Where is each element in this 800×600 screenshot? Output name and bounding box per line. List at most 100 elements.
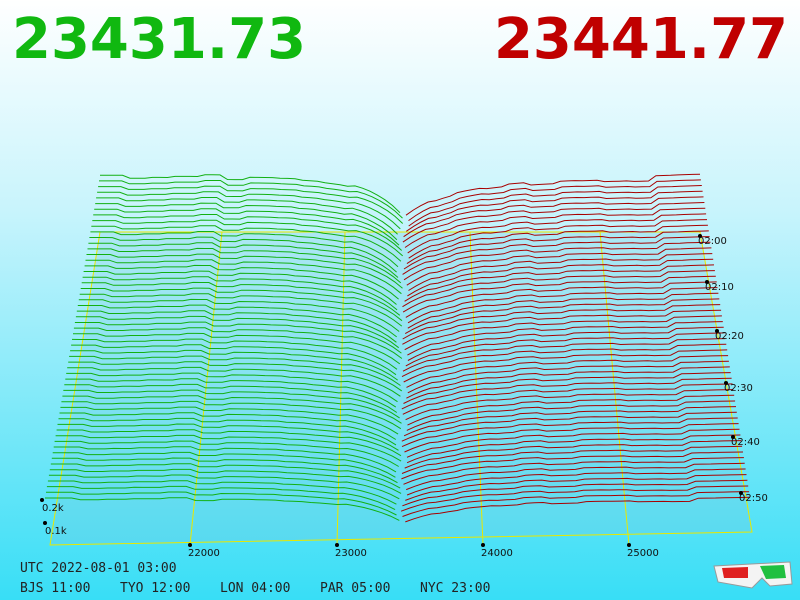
ask-depth-line xyxy=(403,372,731,404)
ask-depth-line xyxy=(405,474,747,501)
bid-depth-line xyxy=(99,180,403,219)
zone-time: TYO 12:00 xyxy=(120,581,190,596)
ask-depth-line xyxy=(406,462,745,491)
ask-depth-line xyxy=(407,258,714,297)
ask-depth-line xyxy=(404,298,720,335)
bid-depth-line xyxy=(86,253,403,289)
ask-depth-line xyxy=(405,496,751,523)
ask-depth-line xyxy=(401,343,727,378)
bid-depth-line xyxy=(53,446,397,473)
bid-depth-line xyxy=(46,485,396,511)
zone-time: LON 04:00 xyxy=(220,581,290,596)
bid-depth-line xyxy=(95,202,398,241)
bid-depth-line xyxy=(90,231,399,268)
ask-depth-line xyxy=(402,338,726,372)
ask-depth-line xyxy=(402,309,722,345)
bid-depth-line xyxy=(59,412,397,440)
tick-dot xyxy=(481,543,485,547)
ask-depth-line xyxy=(406,400,736,431)
ask-depth-line xyxy=(402,479,748,507)
ask-depth-line xyxy=(408,253,713,291)
bid-depth-line xyxy=(97,191,401,230)
ask-depth-line xyxy=(401,445,743,474)
ask-depth-line xyxy=(406,434,741,464)
ask-depth-line xyxy=(408,185,702,227)
ask-depth-line xyxy=(407,326,724,361)
ask-depth-line xyxy=(407,213,707,254)
tick-dot xyxy=(715,329,719,333)
ask-depth-line xyxy=(404,440,742,469)
ask-depth-line xyxy=(404,423,739,453)
ask-depth-line xyxy=(406,224,708,265)
ask-depth-line xyxy=(408,179,701,222)
bid-depth-line xyxy=(76,310,397,343)
bid-depth-line xyxy=(61,400,402,430)
bid-depth-line xyxy=(49,468,402,494)
ask-depth-line xyxy=(404,264,715,302)
tick-dot xyxy=(705,280,709,284)
price-label: 23000 xyxy=(335,548,367,559)
bid-depth-line xyxy=(70,349,398,381)
bid-depth-line xyxy=(80,287,403,322)
bid-depth-line xyxy=(77,304,398,338)
bid-depth-line xyxy=(92,219,404,257)
ask-depth-line xyxy=(403,457,744,485)
tick-dot xyxy=(724,381,728,385)
tick-dot xyxy=(731,435,735,439)
tick-dot xyxy=(40,498,44,502)
bid-depth-line xyxy=(91,225,402,262)
bid-depth-line xyxy=(78,298,400,332)
bid-depth-line xyxy=(71,344,397,376)
ask-depth-line xyxy=(405,389,734,421)
time-label: 02:30 xyxy=(724,383,753,394)
ask-depth-line xyxy=(403,406,737,437)
ask-depth-line xyxy=(401,377,732,410)
bid-depth-line xyxy=(73,332,401,365)
price-label: 24000 xyxy=(481,548,513,559)
ask-depth-line xyxy=(402,236,710,275)
bid-depth-line xyxy=(63,389,400,419)
bid-depth-line xyxy=(55,434,402,462)
zone-time: NYC 23:00 xyxy=(420,581,490,596)
tick-dot xyxy=(627,543,631,547)
ask-depth-line xyxy=(400,485,749,512)
ask-depth-line xyxy=(405,281,717,318)
tick-dot xyxy=(43,521,47,525)
axis-labels: 22000 23000 24000 25000 02:00 02:10 02:20 02:30… xyxy=(40,234,768,559)
ask-depth-line xyxy=(406,366,730,399)
ask-depth-line xyxy=(407,292,719,329)
ask-depth-line xyxy=(403,349,728,383)
ask-depth-line xyxy=(407,287,718,324)
bid-depth-line xyxy=(64,383,398,413)
bid-depth-line xyxy=(89,236,397,273)
bid-depth-line xyxy=(71,338,398,370)
time-zones: BJS 11:00 TYO 12:00 LON 04:00 PAR 05:00 NYC … xyxy=(20,581,490,596)
bid-depth-line xyxy=(74,321,402,354)
tick-dot xyxy=(739,491,743,495)
ask-depth-line xyxy=(406,355,729,388)
ask-depth-line xyxy=(403,230,709,270)
bid-depth-line xyxy=(79,293,403,327)
bid-depth-line xyxy=(58,417,397,446)
zone-time: BJS 11:00 xyxy=(20,581,90,596)
ask-depth-line xyxy=(406,190,703,232)
bid-depth-line xyxy=(51,457,398,484)
bid-depth-line xyxy=(94,208,400,246)
ask-depth-line xyxy=(407,360,729,394)
bid-depth-line xyxy=(50,463,401,489)
bid-depth-line xyxy=(73,327,403,359)
bid-depth-line xyxy=(52,451,396,478)
bid-depth-line xyxy=(100,174,401,214)
time-label: 02:20 xyxy=(715,331,744,342)
ask-depth-line xyxy=(402,275,716,313)
bid-depth-line xyxy=(60,406,399,435)
ask-depth-line xyxy=(407,321,723,356)
bid-depth-line xyxy=(69,355,401,386)
ask-depth-line xyxy=(402,270,715,308)
ask-depth-line xyxy=(407,394,735,426)
ask-depth-line xyxy=(406,247,712,286)
ask-depth-line xyxy=(403,241,711,281)
zone-time: PAR 05:00 xyxy=(320,581,390,596)
depth-label: 0.2k xyxy=(42,503,64,514)
